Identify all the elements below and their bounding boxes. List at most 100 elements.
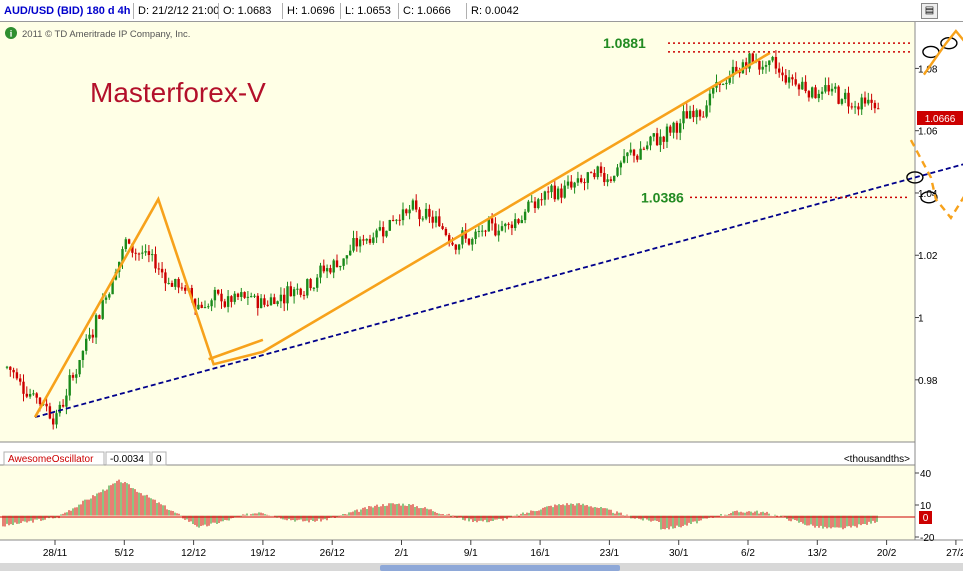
date-tick-label: 30/1 [669, 548, 689, 559]
candle-body [52, 418, 55, 425]
zigzag-lines [33, 51, 771, 418]
candle-body [794, 79, 797, 85]
candle-body [147, 251, 151, 256]
price-tick-label: 1.04 [918, 189, 938, 200]
candle-body [127, 239, 131, 244]
candle-body [692, 110, 695, 118]
candle-body [75, 374, 78, 378]
candle-body [233, 293, 236, 302]
candle-body [593, 172, 596, 178]
candle-body [78, 360, 81, 375]
candle-body [226, 296, 230, 307]
support-line [34, 163, 963, 419]
candle-body [71, 375, 75, 378]
candle-body [837, 86, 840, 104]
candle-body [309, 279, 312, 289]
forecast-down-path [909, 139, 963, 220]
candle-body [778, 68, 781, 73]
candle-body [652, 133, 655, 137]
candle-body [101, 299, 104, 319]
candle-body [408, 209, 411, 214]
date-tick-label: 5/12 [115, 548, 135, 559]
candle-body [230, 296, 233, 302]
svg-text:0: 0 [923, 513, 929, 524]
candle-body [530, 201, 533, 203]
candle-body [467, 238, 471, 245]
osc-name[interactable]: AwesomeOscillator [8, 454, 94, 465]
candle-body [738, 71, 741, 74]
level-ring [920, 191, 938, 204]
candle-body [824, 85, 827, 92]
zigzag-extra-leg [208, 338, 264, 361]
candle-body [520, 220, 523, 224]
candle-body [853, 106, 857, 108]
candle-body [266, 304, 269, 306]
candle-body [797, 84, 801, 90]
close-readout: C: 1.0666 [398, 3, 466, 19]
candle-body [685, 111, 688, 119]
candle-body [807, 91, 811, 98]
candle-body [259, 298, 263, 309]
candle-body [375, 230, 378, 238]
candle-body [735, 66, 738, 72]
candle-body [5, 366, 9, 368]
candle-body [448, 235, 451, 243]
candle-body [494, 223, 497, 236]
candle-body [682, 111, 685, 124]
candle-body [197, 304, 200, 310]
candle-body [616, 167, 619, 176]
candle-body [860, 97, 863, 110]
candle-body [319, 265, 322, 278]
candle-body [174, 279, 177, 287]
candle-body [543, 191, 547, 200]
svg-text:1.0666: 1.0666 [925, 114, 956, 125]
candle-body [642, 148, 646, 150]
candle-body [124, 239, 127, 250]
candle-body [804, 81, 807, 92]
candle-body [164, 272, 167, 284]
candle-body [296, 288, 299, 290]
candle-body [329, 268, 332, 273]
candle-body [484, 230, 487, 232]
candle-body [606, 179, 609, 183]
candle-body [487, 218, 490, 232]
candle-body [273, 297, 276, 305]
scrollbar-thumb[interactable] [380, 565, 620, 571]
candle-body [768, 60, 771, 66]
candle-body [193, 298, 197, 310]
candle-body [151, 254, 154, 256]
candle-body [184, 287, 187, 291]
candle-body [547, 191, 550, 193]
symbol-label[interactable]: AUD/USD (BID) 180 d 4h [4, 5, 131, 17]
candle-body [217, 289, 220, 294]
candle-body [58, 404, 61, 414]
date-axis: 28/11 5/12 12/12 19/12 26/12 2/1 9/1 16/1 23/1 30… [43, 540, 963, 559]
candle-body [603, 172, 606, 183]
candle-body [764, 65, 768, 67]
candle-body [870, 99, 873, 103]
info-icon[interactable] [5, 27, 17, 39]
candle-body [61, 404, 65, 407]
candle-body [708, 93, 712, 106]
candle-body [108, 294, 111, 298]
candle-body [820, 91, 824, 94]
candle-body [121, 249, 124, 262]
candle-body [510, 224, 514, 229]
candle-body [362, 239, 365, 241]
low-readout: L: 1.0653 [340, 3, 398, 19]
candle-body [137, 253, 141, 255]
candle-body [240, 292, 243, 297]
candle-body [243, 292, 246, 298]
candle-body [316, 277, 319, 288]
candle-body [751, 53, 754, 63]
candle-body [507, 223, 510, 225]
candle-body [659, 136, 662, 146]
candle-body [411, 200, 415, 210]
candle-body [22, 381, 25, 394]
candle-body [349, 250, 352, 256]
chart-settings-button[interactable]: ▤ [921, 3, 938, 19]
candle-body [223, 301, 226, 307]
zigzag-line [33, 51, 771, 418]
candle-body [721, 84, 725, 86]
candle-body [570, 181, 573, 188]
